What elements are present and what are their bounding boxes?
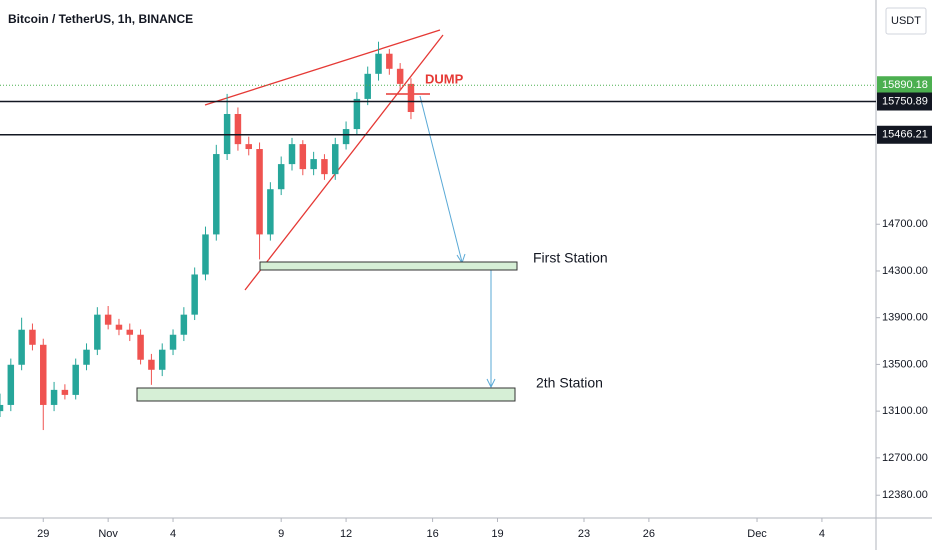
x-tick-label: 4 xyxy=(819,528,825,540)
currency: USDT xyxy=(891,15,921,27)
candle-body xyxy=(180,314,188,335)
candle-body xyxy=(29,329,36,345)
y-tick-label: 12700.00 xyxy=(882,452,928,464)
candle-body xyxy=(321,159,328,175)
candle-body xyxy=(72,364,79,395)
x-tick-label: 16 xyxy=(426,528,438,540)
y-tick-label: 14300.00 xyxy=(882,265,928,277)
x-tick-label: 29 xyxy=(37,528,49,540)
candle-body xyxy=(126,329,134,335)
x-tick-label: Nov xyxy=(98,528,118,540)
candle-body xyxy=(299,144,307,170)
candle-body xyxy=(256,149,263,235)
candle-body xyxy=(148,359,155,370)
candle-body xyxy=(18,329,25,365)
x-tick-label: 4 xyxy=(170,528,176,540)
price-label: 15890.18 xyxy=(882,79,928,91)
price-label-bg xyxy=(877,125,932,144)
candle-body xyxy=(277,164,285,190)
candle-body xyxy=(94,314,101,350)
x-tick-label: 9 xyxy=(278,528,284,540)
candle-body xyxy=(407,83,415,113)
second-station-label: 2th Station xyxy=(536,375,603,391)
candle-body xyxy=(234,113,242,145)
candle-body xyxy=(375,53,382,74)
wedge-upper xyxy=(204,29,441,106)
x-tick-label: 23 xyxy=(578,528,590,540)
candle-body xyxy=(245,144,252,150)
y-tick-label: 13500.00 xyxy=(882,358,928,370)
chart-title: Bitcoin / TetherUS, 1h, BINANCE xyxy=(8,12,193,26)
first-station-label: First Station xyxy=(533,250,608,266)
candle-body xyxy=(213,154,220,235)
x-tick-label: 26 xyxy=(643,528,655,540)
candle-body xyxy=(191,274,198,315)
y-tick-label: 13900.00 xyxy=(882,312,928,324)
candle-body xyxy=(396,68,404,84)
candle-body xyxy=(83,349,90,365)
x-tick-label: 19 xyxy=(491,528,503,540)
currency-box xyxy=(885,7,927,35)
price-label-bg xyxy=(877,92,932,111)
candle-body xyxy=(104,314,112,325)
price-label: 15466.21 xyxy=(882,129,928,141)
dump-label: DUMP xyxy=(425,71,464,86)
second-station-box xyxy=(136,387,516,402)
candle-body xyxy=(0,404,4,412)
candle-body xyxy=(353,98,361,130)
candle-body xyxy=(7,364,15,405)
x-tick-label: 12 xyxy=(340,528,352,540)
candle-body xyxy=(364,73,371,99)
candle-body xyxy=(137,334,144,360)
candle-body xyxy=(202,234,209,275)
candle-body xyxy=(169,334,177,350)
y-tick-label: 12380.00 xyxy=(882,489,928,501)
candle-body xyxy=(158,349,166,370)
first-station-box xyxy=(259,261,518,271)
arrow-head xyxy=(486,378,496,389)
candle-body xyxy=(386,53,393,69)
candle-body xyxy=(61,389,69,395)
candle-body xyxy=(267,189,274,235)
y-tick-label: 14700.00 xyxy=(882,218,928,230)
candle-body xyxy=(310,159,317,170)
candle-body xyxy=(50,389,58,405)
price-label-bg xyxy=(877,76,932,95)
candle-body xyxy=(288,144,296,165)
y-tick-label: 13100.00 xyxy=(882,405,928,417)
x-tick-label: Dec xyxy=(747,528,767,540)
price-label: 15750.89 xyxy=(882,95,928,107)
candle-body xyxy=(40,344,47,405)
candle-body xyxy=(342,129,350,145)
wedge-lower xyxy=(244,34,444,291)
arrow xyxy=(419,95,463,263)
candle-body xyxy=(332,144,339,175)
candle-body xyxy=(115,324,123,330)
